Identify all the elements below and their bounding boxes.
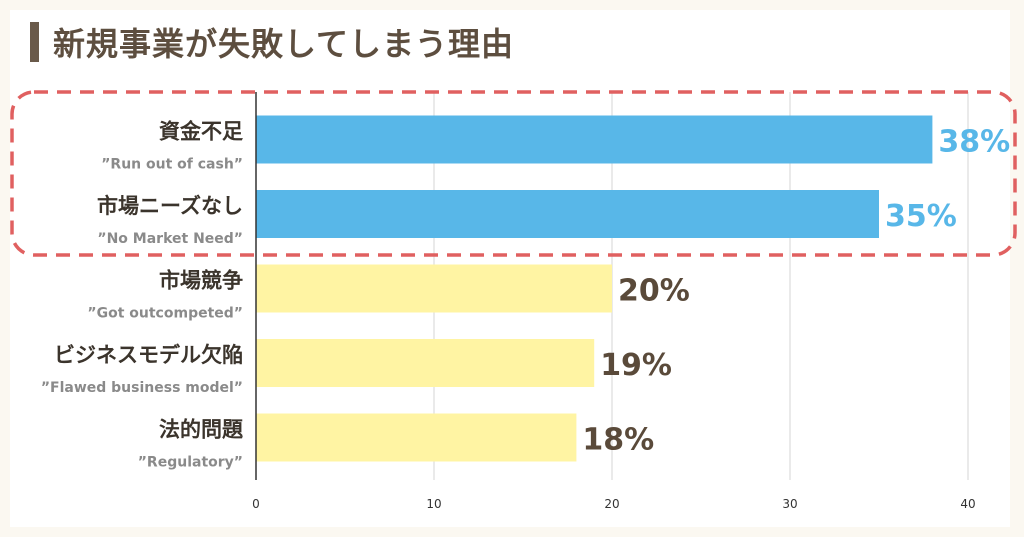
category-label: ビジネスモデル欠陥 — [54, 343, 243, 367]
chart-title: 新規事業が失敗してしまう理由 — [53, 25, 515, 63]
category-label: 市場競争 — [159, 269, 243, 293]
title-accent-bar — [30, 22, 39, 62]
data-label: 18% — [582, 423, 654, 458]
category-label: 資金不足 — [159, 120, 243, 144]
category-sublabel: ”Flawed business model” — [41, 380, 243, 396]
bar — [256, 190, 879, 238]
bar — [256, 413, 577, 462]
bar — [256, 264, 612, 313]
x-tick-label: 0 — [252, 497, 260, 511]
data-label: 20% — [618, 274, 690, 309]
data-label: 19% — [600, 348, 672, 383]
x-tick-label: 30 — [782, 497, 797, 511]
x-tick-label: 40 — [960, 497, 975, 511]
x-tick-label: 20 — [604, 497, 619, 511]
category-sublabel: ”No Market Need” — [97, 231, 243, 247]
data-label: 35% — [885, 199, 957, 234]
category-sublabel: ”Regulatory” — [138, 455, 243, 471]
x-tick-label: 10 — [426, 497, 441, 511]
data-label: 38% — [938, 125, 1010, 160]
title-block: 新規事業が失敗してしまう理由 — [30, 22, 515, 63]
category-label: 市場ニーズなし — [97, 194, 243, 218]
category-sublabel: ”Run out of cash” — [101, 157, 243, 173]
bar — [256, 339, 595, 387]
bar — [256, 115, 933, 164]
category-sublabel: ”Got outcompeted” — [87, 306, 243, 322]
category-label: 法的問題 — [159, 418, 244, 442]
